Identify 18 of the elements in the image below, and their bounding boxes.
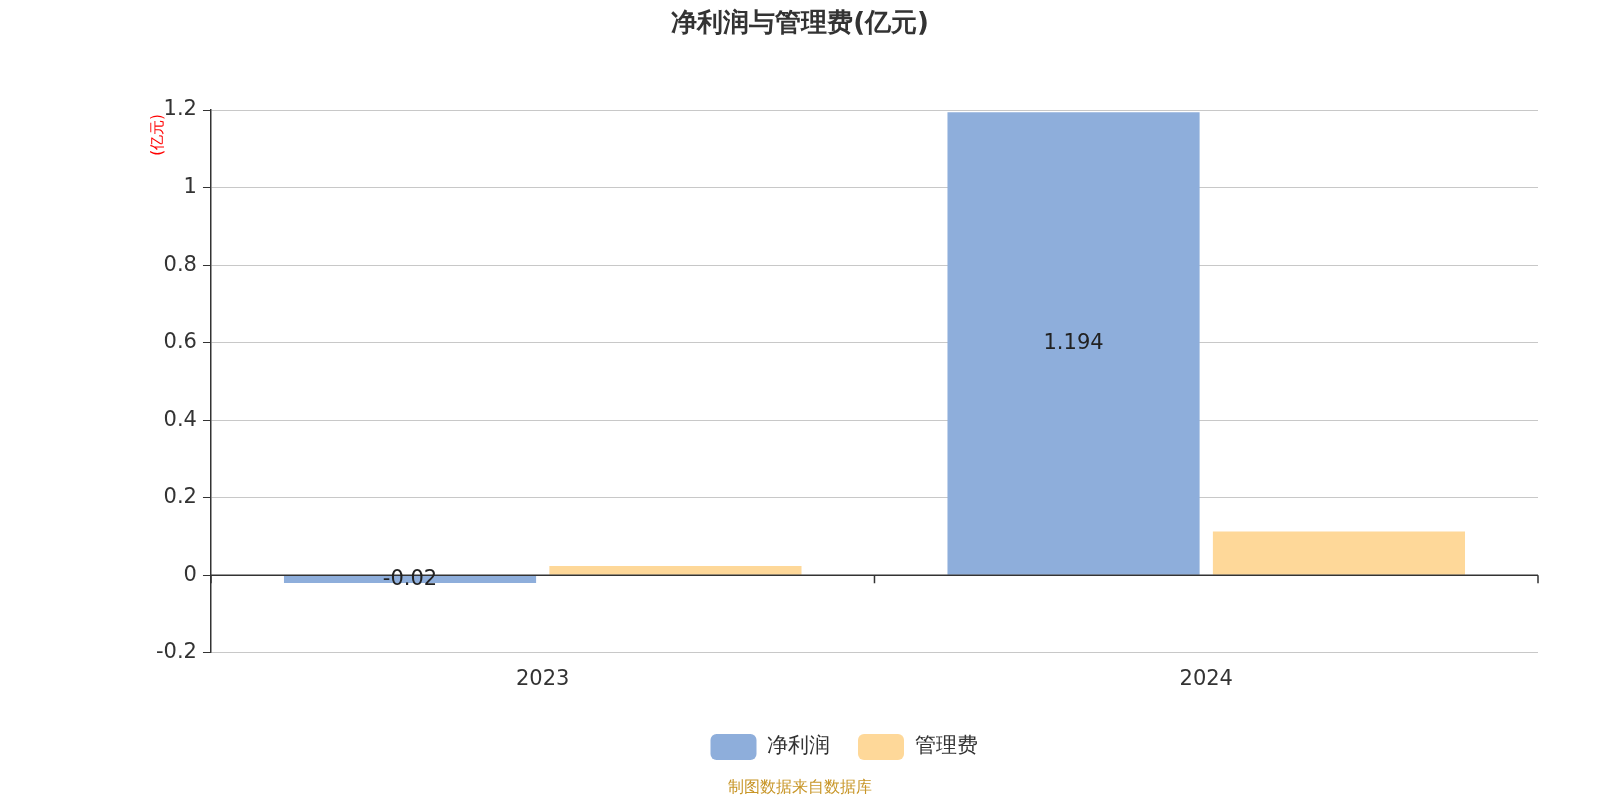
text: 制图数据来自数据库	[728, 777, 872, 797]
legend-label: 净利润	[767, 733, 830, 758]
y-tick-label: 0	[183, 561, 197, 586]
x-tick-label: 2024	[1179, 665, 1233, 690]
y-tick-label: 1	[183, 174, 197, 198]
x-tick-label: 2023	[516, 665, 570, 690]
bar	[947, 112, 1200, 575]
y-tick-label: -0.2	[155, 639, 197, 664]
y-tick-label: 0.8	[163, 251, 197, 276]
data-label: 1.194	[1043, 329, 1104, 354]
legend-label: 管理费	[914, 733, 978, 758]
bar	[549, 565, 802, 575]
bar	[1212, 531, 1466, 575]
y-tick-label: 0.4	[163, 406, 197, 431]
y-tick-label: 0.2	[163, 484, 197, 509]
chart-title: 净利润与管理费(亿元)	[671, 6, 929, 37]
y-tick-label: 0.6	[163, 329, 197, 354]
y-axis-title: (亿元)	[147, 114, 166, 156]
